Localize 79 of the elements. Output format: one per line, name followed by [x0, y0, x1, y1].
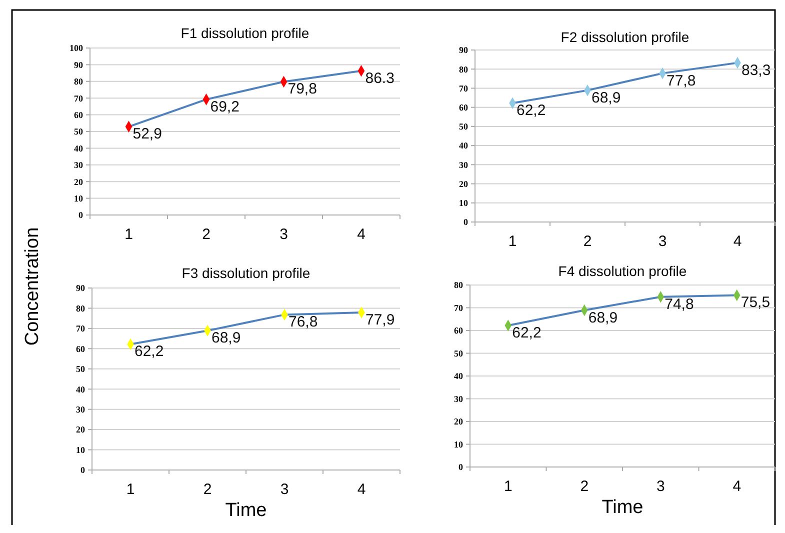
y-tick-label: 10 — [459, 198, 468, 208]
x-tick-label: 2 — [580, 478, 589, 495]
y-tick-label: 60 — [76, 344, 86, 354]
x-tick-label: 1 — [504, 478, 512, 495]
y-tick-label: 70 — [74, 93, 84, 104]
data-label: 86.3 — [365, 70, 394, 87]
y-tick-label: 10 — [454, 439, 464, 450]
y-tick-label: 20 — [459, 178, 468, 189]
y-tick-label: 60 — [74, 110, 84, 120]
y-tick-label: 10 — [74, 193, 84, 204]
chart-title: F3 dissolution profile — [182, 265, 310, 281]
y-tick-label: 40 — [74, 143, 84, 154]
x-axis-title: Time — [225, 500, 267, 521]
x-axis-title: Time — [602, 497, 644, 518]
data-label: 75,5 — [740, 294, 770, 312]
x-tick-label: 2 — [202, 226, 210, 243]
x-tick-label: 1 — [508, 233, 517, 250]
data-label: 62,2 — [512, 324, 542, 342]
y-tick-label: 50 — [76, 364, 86, 374]
y-tick-label: 0 — [80, 465, 86, 476]
x-tick-label: 3 — [280, 226, 288, 243]
y-tick-label: 20 — [74, 176, 84, 187]
data-label: 74,8 — [664, 296, 694, 313]
x-tick-label: 4 — [732, 478, 742, 495]
y-tick-label: 100 — [70, 43, 84, 54]
y-tick-label: 70 — [76, 324, 86, 334]
y-tick-label: 70 — [454, 302, 464, 313]
y-tick-label: 50 — [459, 122, 468, 132]
y-tick-label: 80 — [74, 76, 84, 87]
data-label: 68,9 — [212, 330, 241, 347]
chart-title: F1 dissolution profile — [180, 25, 310, 41]
data-label: 83,3 — [742, 62, 771, 79]
x-tick-label: 3 — [280, 481, 289, 498]
data-label: 77,9 — [366, 311, 395, 328]
data-label: 62,2 — [516, 102, 546, 120]
y-tick-label: 20 — [454, 416, 464, 427]
y-tick-label: 40 — [454, 371, 464, 382]
y-tick-label: 60 — [454, 326, 464, 336]
x-tick-label: 2 — [583, 233, 592, 250]
y-tick-label: 60 — [459, 102, 468, 112]
data-label: 76,8 — [288, 314, 318, 331]
y-tick-label: 80 — [454, 280, 464, 290]
data-label: 69,2 — [210, 98, 240, 116]
y-tick-label: 70 — [459, 83, 468, 94]
x-tick-label: 3 — [656, 478, 665, 495]
x-tick-label: 1 — [126, 481, 135, 498]
data-label: 62,2 — [134, 343, 164, 360]
data-label: 52,9 — [132, 126, 162, 143]
x-tick-label: 1 — [124, 226, 133, 243]
data-label: 79,8 — [288, 80, 317, 98]
x-tick-label: 4 — [357, 226, 366, 243]
chart-title: F2 dissolution profile — [560, 29, 690, 45]
x-tick-label: 4 — [733, 233, 742, 250]
y-tick-label: 30 — [454, 394, 464, 404]
y-tick-label: 40 — [459, 140, 468, 151]
y-tick-label: 90 — [459, 45, 468, 56]
data-label: 68,9 — [592, 89, 621, 106]
y-tick-label: 10 — [76, 444, 86, 455]
y-tick-label: 90 — [74, 60, 84, 70]
data-label: 77,8 — [666, 72, 696, 90]
x-tick-label: 2 — [203, 481, 212, 498]
y-tick-label: 50 — [74, 126, 84, 137]
y-tick-label: 30 — [74, 160, 84, 170]
y-tick-label: 0 — [78, 210, 84, 220]
y-tick-label: 50 — [454, 348, 464, 358]
y-tick-label: 0 — [458, 462, 464, 472]
y-tick-label: 80 — [76, 303, 86, 314]
y-tick-label: 90 — [76, 283, 86, 294]
x-tick-label: 4 — [357, 481, 366, 498]
y-tick-label: 80 — [459, 64, 468, 74]
y-tick-label: 20 — [76, 424, 86, 435]
x-tick-label: 3 — [658, 233, 667, 250]
y-axis-title: Concentration — [22, 227, 43, 346]
data-label: 68,9 — [588, 309, 618, 326]
y-tick-label: 30 — [76, 404, 86, 414]
y-tick-label: 0 — [464, 217, 468, 228]
y-tick-label: 30 — [459, 160, 468, 170]
chart-title: F4 dissolution profile — [558, 263, 687, 279]
y-tick-label: 40 — [76, 384, 86, 394]
